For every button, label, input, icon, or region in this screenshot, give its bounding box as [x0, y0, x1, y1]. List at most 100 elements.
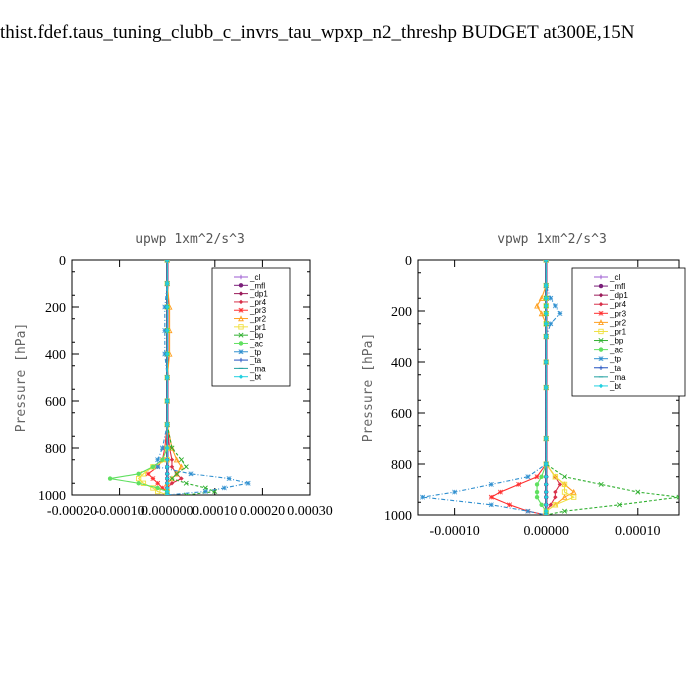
legend-marker-pr3	[598, 310, 604, 316]
legend-marker-bp	[598, 338, 604, 344]
legend-box	[571, 267, 686, 397]
legend-label-pr2: _pr2	[249, 315, 267, 324]
series-point-pr4	[169, 457, 175, 462]
y-tick-label: 0	[405, 254, 412, 269]
series-point-pr4	[179, 476, 184, 481]
series-point-bt	[165, 445, 170, 451]
series-point-pr2	[538, 310, 545, 317]
series-point-bt	[544, 303, 549, 309]
legend-marker-tp	[238, 349, 244, 355]
series-point-tp	[245, 480, 251, 486]
legend-marker-pr1	[598, 328, 604, 335]
series-point-bt	[544, 334, 549, 339]
legend-label-bt: _bt	[249, 373, 262, 382]
x-tick-label: -0.00010	[430, 524, 480, 539]
series-point-pr1	[561, 481, 568, 488]
series-point-pr2	[178, 463, 185, 470]
x-tick-label: 0.00010	[192, 504, 238, 519]
series-point-ac	[136, 471, 141, 477]
legend-label-pr2: _pr2	[609, 318, 627, 327]
legend-label-pr3: _pr3	[249, 306, 267, 315]
series-point-bp	[635, 489, 641, 495]
plot-frame	[71, 259, 311, 496]
series-point-tp	[226, 476, 232, 482]
x-tick-label: 0.00000	[523, 524, 569, 539]
y-tick-label: 400	[45, 348, 66, 363]
series-point-pr3	[534, 474, 540, 480]
series-point-pr3	[516, 481, 522, 487]
y-tick-label: 200	[391, 305, 412, 320]
series-point-pr3	[159, 485, 165, 491]
series-point-pr1	[135, 475, 142, 482]
series-point-pr4	[557, 482, 563, 487]
series-point-ac	[107, 476, 113, 481]
legend-label-pr1: _pr1	[609, 327, 627, 336]
x-tick-label: 0.00010	[615, 524, 661, 539]
legend-label-tp: _tp	[609, 355, 622, 364]
legend-label-bp: _bp	[249, 331, 264, 340]
panel-title: vpwp 1xm^2/s^3	[497, 232, 607, 247]
legend-label-dp1: _dp1	[609, 291, 628, 300]
series-point-tp	[548, 321, 554, 327]
series-point-pr1	[552, 502, 559, 508]
series-line-tp	[157, 260, 249, 495]
series-point-pr4	[553, 489, 558, 495]
series-point-bp	[169, 476, 175, 482]
series-point-ac	[136, 481, 141, 486]
series-point-bt	[544, 311, 549, 316]
series-point-ac	[534, 494, 540, 500]
series-point-pr3	[497, 489, 503, 495]
series-point-tp	[525, 474, 531, 480]
legend-marker-pr4	[598, 302, 604, 307]
series-point-pr2	[538, 295, 545, 301]
series-point-bp	[562, 508, 568, 514]
series-point-pr3	[150, 476, 156, 482]
series-point-bt	[544, 260, 549, 263]
y-tick-label: 800	[391, 458, 412, 473]
series-point-bp	[183, 464, 189, 470]
series-group	[107, 260, 251, 495]
series-point-bt	[544, 482, 549, 487]
legend-marker-pr1	[238, 324, 244, 330]
legend-marker-ac	[238, 341, 244, 346]
y-tick-label: 400	[391, 356, 412, 371]
series-point-bt	[165, 492, 170, 495]
series-line-tp	[422, 260, 561, 515]
legend-label-ac: _ac	[609, 346, 623, 355]
chart-panel-1: upwp 1xm^2/s^3 Pressure [hPa] 0 200 400 600 80…	[14, 232, 333, 519]
series-point-bt	[544, 359, 549, 365]
series-point-bp	[676, 494, 679, 500]
series-point-bt	[165, 476, 170, 481]
series-point-tp	[488, 481, 494, 487]
series-point-pr4	[169, 464, 175, 469]
legend-label-pr1: _pr1	[249, 323, 267, 332]
x-tick-label: -0.00020	[47, 504, 97, 519]
chart-panel-2: vpwp 1xm^2/s^3 Pressure [hPa] 0 200 400 600 80…	[361, 232, 686, 539]
y-tick-label: 600	[45, 395, 66, 410]
series-point-ac	[534, 489, 540, 495]
series-point-tp	[155, 457, 161, 463]
series-point-pr1	[140, 480, 147, 486]
series-point-bt	[165, 422, 170, 427]
series-point-bt	[544, 512, 549, 515]
legend-marker-mfl	[238, 283, 244, 288]
series-line-bp	[166, 260, 215, 495]
series-point-ac	[539, 502, 544, 507]
series-point-bt	[165, 351, 170, 357]
legend-marker-pr3	[238, 307, 244, 313]
series-point-tp	[552, 303, 558, 309]
series-point-bt	[165, 489, 170, 494]
series-point-bt	[544, 502, 549, 507]
series-point-bt	[544, 474, 549, 479]
series-point-pr2	[169, 444, 175, 451]
legend-marker-mfl	[598, 283, 604, 289]
series-point-ac	[539, 474, 544, 479]
legend-label-mfl: _mfl	[609, 282, 625, 291]
series-point-bt	[165, 304, 170, 310]
series-point-bt	[165, 281, 170, 286]
series-point-bt	[165, 485, 170, 491]
series-group	[420, 260, 679, 515]
legend-label-pr4: _pr4	[249, 298, 267, 307]
